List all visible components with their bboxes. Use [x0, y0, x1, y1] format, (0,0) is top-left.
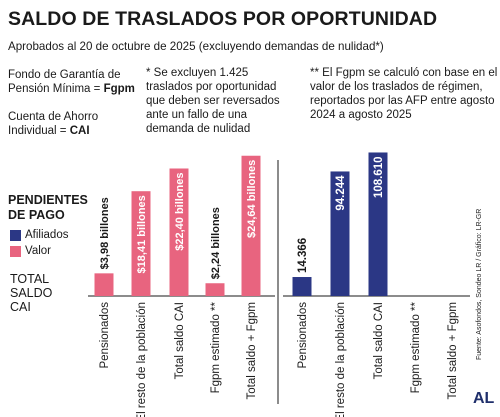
chart-title: SALDO DE TRASLADOS POR OPORTUNIDAD [8, 8, 438, 30]
legend-label-valor: Valor [25, 245, 51, 257]
legend-total-line1: TOTAL [10, 272, 50, 286]
publisher-logo: AL [473, 390, 495, 407]
legend-total-saldo-cai: TOTAL SALDO CAI [10, 272, 80, 314]
source-note: Fuente: Asofondos, Sondeo LR / Gráfico: … [476, 208, 483, 360]
legend-swatch-afiliados [10, 229, 21, 241]
category-label-afiliados-1: El resto de la población [335, 302, 347, 417]
legend-item-afiliados: Afiliados [10, 229, 68, 241]
data-label-afiliados-2: 108.610 [373, 156, 385, 198]
data-label-valor-2: $22,40 billones [174, 172, 186, 250]
category-label-valor-2: Total saldo CAI [174, 302, 186, 379]
data-label-valor-3: $2,24 billones [210, 207, 222, 279]
legend-item-valor: Valor [10, 245, 51, 257]
data-label-afiliados-0: 14.366 [297, 238, 309, 273]
note-cai-line1: Cuenta de Ahorro [8, 111, 99, 123]
data-label-afiliados-1: 94.244 [335, 175, 347, 211]
category-label-valor-0: Pensionados [99, 302, 111, 369]
bar-valor-1 [131, 191, 151, 296]
bar-valor-0 [94, 273, 114, 296]
bar-afiliados-2 [368, 152, 388, 296]
note-fgpm-abbr: Fgpm [103, 83, 135, 95]
legend-total-line3: CAI [10, 300, 31, 314]
note-cai-abbr: CAI [69, 125, 90, 137]
legend-swatch-valor [10, 245, 21, 257]
legend-label-afiliados: Afiliados [25, 229, 69, 241]
bar-valor-4 [241, 155, 261, 296]
note-fgpm-definition: Fondo de Garantía de Pensión Mínima = Fg… [8, 68, 143, 96]
note-cai-definition: Cuenta de Ahorro Individual = CAI [8, 110, 143, 138]
legend-total-line2: SALDO [10, 286, 53, 300]
data-label-valor-0: $3,98 billones [99, 197, 111, 269]
category-label-afiliados-0: Pensionados [297, 302, 309, 369]
category-label-valor-3: Fgpm estimado ** [210, 301, 222, 393]
chart-subtitle: Aprobados al 20 de octubre de 2025 (excl… [8, 40, 384, 53]
legend-title: PENDIENTES DE PAGO [8, 193, 88, 222]
category-label-valor-4: Total saldo + Fgpm [246, 302, 258, 399]
note-cai-line2: Individual = [8, 125, 67, 137]
bar-valor-2 [169, 168, 189, 296]
data-label-valor-1: $18,41 billones [136, 195, 148, 273]
category-label-valor-1: El resto de la población [136, 302, 148, 417]
category-label-afiliados-3: Fgpm estimado ** [410, 301, 422, 393]
note-fgpm-line1: Fondo de Garantía de [8, 69, 121, 81]
note-fgpm-line2: Pensión Mínima = [8, 83, 101, 95]
category-label-afiliados-4: Total saldo + Fgpm [447, 302, 459, 399]
bar-afiliados-1 [330, 171, 350, 296]
category-label-afiliados-2: Total saldo CAI [373, 302, 385, 379]
bar-afiliados-0 [292, 277, 312, 296]
note-exclusion: * Se excluyen 1.425 traslados por oportu… [146, 67, 280, 135]
note-fgpm-calculation: ** El Fgpm se calculó con base en el val… [310, 67, 498, 121]
bar-valor-3 [205, 283, 225, 296]
data-label-valor-4: $24,64 billones [246, 160, 258, 238]
